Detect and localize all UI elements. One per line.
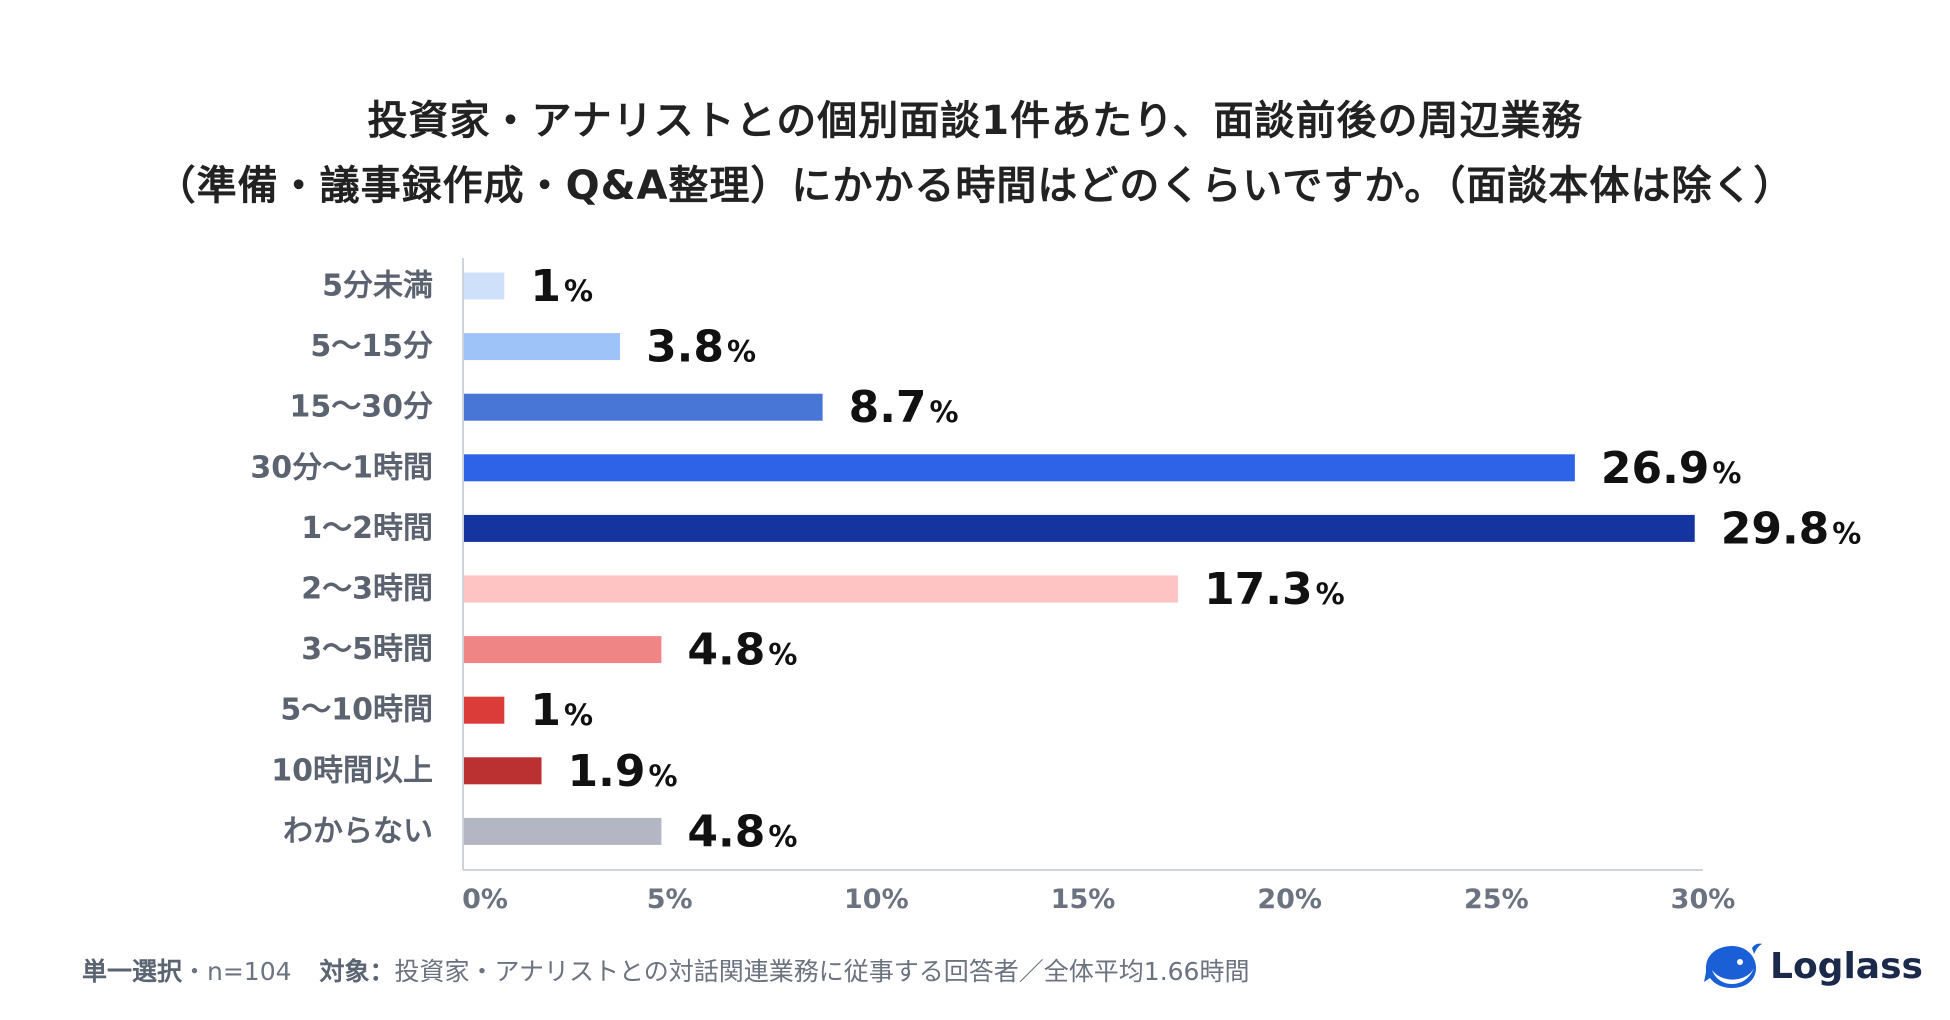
bar [463,817,662,845]
whale-icon [1704,943,1762,988]
bar [463,333,621,361]
category-label: 15〜30分 [290,390,434,425]
chart-title-line-1: 投資家・アナリストとの個別面談1件あたり、面談前後の周辺業務 [367,98,1583,144]
chart-title-line-2: （準備・議事録作成・Q&A整理）にかかる時間はどのくらいですか。（面談本体は除く… [155,163,1795,209]
x-tick-label: 20% [1257,884,1322,915]
value-label: 17.3% [1204,564,1345,615]
footnote-sample-size: ・n=104 [182,957,292,986]
footnote-target-text: 投資家・アナリストとの対話関連業務に従事する回答者／全体平均1.66時間 [394,957,1250,986]
category-label: 3〜5時間 [301,632,433,667]
value-label: 1.9% [568,746,678,797]
category-label: 5分未満 [322,269,433,304]
category-label: 30分〜1時間 [250,450,433,485]
x-tick-label: 30% [1671,884,1736,915]
category-label: わからない [283,814,433,849]
x-tick-label: 10% [844,884,909,915]
footnote-target-label: 対象： [319,957,395,986]
value-label: 8.7% [849,382,959,433]
value-label: 1% [530,685,593,736]
value-label: 1% [530,261,593,312]
value-label: 4.8% [687,806,797,857]
bar-chart: 5分未満 1 % 5〜15分 3.8 % 15〜30分 8.7 % 30分〜1時間 26.9 % 1〜2… [250,258,1862,915]
value-label: 3.8% [646,322,756,373]
footnote-selection: 単一選択 [82,957,183,986]
x-tick-label: 15% [1051,884,1116,915]
category-label: 10時間以上 [271,753,433,788]
bar [463,757,542,785]
bar [463,514,1695,542]
value-label: 29.8% [1721,503,1862,554]
category-label: 1〜2時間 [301,511,433,546]
category-label: 2〜3時間 [301,572,433,607]
bar [463,636,662,664]
bar [463,454,1575,482]
loglass-logo: Loglass [1700,938,1923,994]
bar [463,575,1179,603]
x-tick-label: 25% [1464,884,1529,915]
value-label: 4.8% [687,625,797,676]
logo-text: Loglass [1770,945,1923,987]
category-label: 5〜15分 [310,329,433,364]
value-label: 26.9% [1601,443,1742,494]
bar [463,696,505,724]
chart-footnote: 単一選択・n=104 対象：投資家・アナリストとの対話関連業務に従事する回答者／全… [82,952,1249,988]
bar [463,393,823,421]
x-tick-label: 0% [462,884,508,915]
x-tick-label: 5% [647,884,693,915]
bar [463,272,505,300]
category-label: 5〜10時間 [280,693,433,728]
